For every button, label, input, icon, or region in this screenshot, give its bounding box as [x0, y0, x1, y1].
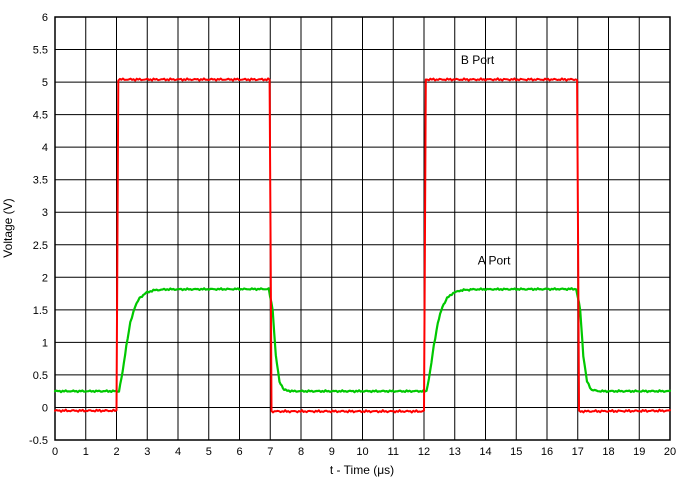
x-tick-label: 19 [633, 446, 645, 458]
x-tick-label: 9 [329, 446, 335, 458]
y-axis-label: Voltage (V) [1, 198, 15, 257]
x-tick-label: 15 [510, 446, 522, 458]
y-tick-label: 3 [42, 207, 48, 219]
x-tick-label: 16 [541, 446, 553, 458]
annotation-a-port: A Port [478, 253, 511, 267]
x-tick-label: 4 [175, 446, 181, 458]
plot-border [54, 16, 671, 441]
y-tick-label: 2 [42, 272, 48, 284]
y-tick-label: 6 [42, 12, 48, 24]
y-tick-label: 4.5 [33, 110, 48, 122]
x-tick-label: 7 [267, 446, 273, 458]
y-tick-label: 1 [42, 337, 48, 349]
x-tick-label: 5 [206, 446, 212, 458]
x-tick-label: 0 [52, 446, 58, 458]
y-tick-label: 4 [42, 142, 48, 154]
chart-layer: 0 1 2 3 4 5 6 7 8 9 10 11 12 13 14 15 16 17 18 19 20-0.500.5… [29, 12, 676, 458]
y-tick-label: 5.5 [33, 45, 48, 57]
y-tick-label: 0 [42, 402, 48, 414]
x-tick-label: 10 [356, 446, 368, 458]
y-tick-label: 5 [42, 77, 48, 89]
trace-b-port [54, 77, 671, 414]
y-tick-label: 0.5 [33, 370, 48, 382]
x-tick-label: 2 [113, 446, 119, 458]
x-tick-label: 12 [418, 446, 430, 458]
y-tick-label: -0.5 [29, 435, 48, 447]
y-tick-label: 1.5 [33, 305, 48, 317]
x-tick-label: 17 [572, 446, 584, 458]
x-axis-label: t - Time (μs) [330, 463, 394, 477]
x-tick-label: 20 [664, 446, 676, 458]
x-tick-label: 18 [602, 446, 614, 458]
x-tick-label: 13 [449, 446, 461, 458]
x-tick-label: 6 [236, 446, 242, 458]
x-tick-label: 1 [83, 446, 89, 458]
x-tick-label: 8 [298, 446, 304, 458]
trace-a-port [53, 287, 672, 394]
x-tick-label: 14 [479, 446, 491, 458]
y-tick-label: 2.5 [33, 240, 48, 252]
y-tick-label: 3.5 [33, 175, 48, 187]
x-tick-label: 11 [388, 446, 399, 458]
x-tick-label: 3 [144, 446, 150, 458]
annotation-b-port: B Port [461, 53, 495, 67]
